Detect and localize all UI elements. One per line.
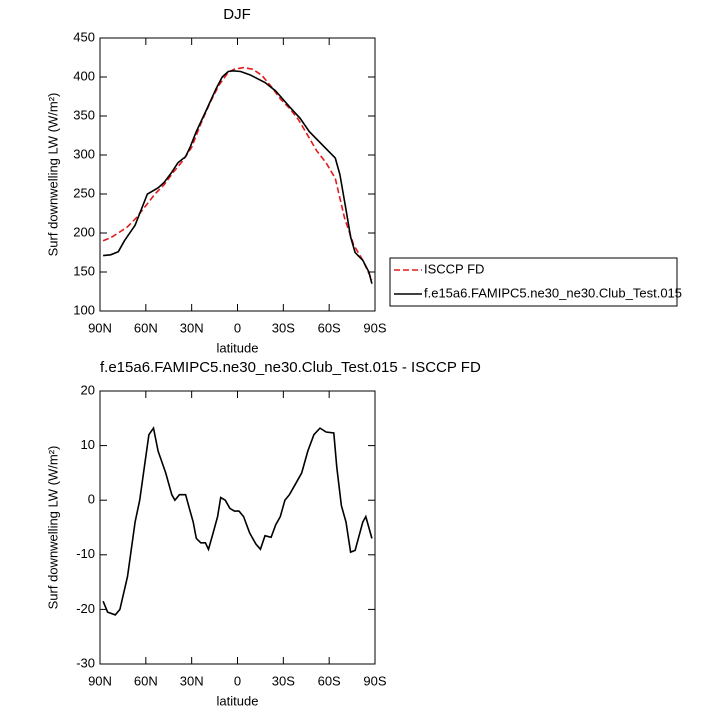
y-tick-label: 400 bbox=[73, 68, 95, 83]
plot-frame bbox=[99, 390, 376, 665]
y-axis-label: Surf downwelling LW (W/m²) bbox=[45, 446, 60, 610]
y-tick-label: 200 bbox=[73, 224, 95, 239]
y-tick-label: -20 bbox=[76, 601, 95, 616]
x-tick-label: 60S bbox=[318, 673, 341, 688]
chart-title: f.e15a6.FAMIPC5.ne30_ne30.Club_Test.015 … bbox=[100, 359, 481, 376]
x-tick-label: 60N bbox=[134, 320, 158, 335]
chart-title: DJF bbox=[223, 6, 251, 23]
x-tick-label: 30S bbox=[272, 320, 295, 335]
x-axis-label: latitude bbox=[217, 340, 259, 355]
panel: DJF latitude Surf downwelling LW (W/m²) 90N… bbox=[45, 6, 682, 355]
plot-frame bbox=[99, 37, 376, 312]
x-tick-label: 90N bbox=[88, 320, 112, 335]
x-axis-label: latitude bbox=[217, 693, 259, 708]
y-tick-label: 300 bbox=[73, 146, 95, 161]
y-tick-label: 10 bbox=[81, 437, 95, 452]
x-tick-label: 30N bbox=[180, 673, 204, 688]
y-tick-label: 100 bbox=[73, 302, 95, 317]
legend-label: ISCCP FD bbox=[424, 261, 484, 276]
x-tick-label: 0 bbox=[234, 320, 241, 335]
legend-label: f.e15a6.FAMIPC5.ne30_ne30.Club_Test.015 bbox=[424, 285, 682, 300]
x-tick-label: 60S bbox=[318, 320, 341, 335]
legend-box bbox=[389, 257, 678, 307]
x-tick-label: 90S bbox=[363, 673, 386, 688]
y-axis-label: Surf downwelling LW (W/m²) bbox=[45, 93, 60, 257]
x-tick-label: 30S bbox=[272, 673, 295, 688]
data-line bbox=[103, 69, 373, 284]
y-tick-label: -10 bbox=[76, 546, 95, 561]
y-tick-label: -30 bbox=[76, 655, 95, 670]
y-tick-label: 450 bbox=[73, 29, 95, 44]
panel: f.e15a6.FAMIPC5.ne30_ne30.Club_Test.015 … bbox=[45, 359, 481, 708]
x-tick-label: 0 bbox=[234, 673, 241, 688]
x-tick-label: 30N bbox=[180, 320, 204, 335]
y-tick-label: 0 bbox=[88, 492, 95, 507]
x-tick-label: 60N bbox=[134, 673, 158, 688]
data-line bbox=[102, 426, 373, 616]
x-tick-label: 90N bbox=[88, 673, 112, 688]
y-tick-label: 250 bbox=[73, 185, 95, 200]
data-line bbox=[102, 66, 373, 281]
y-tick-label: 20 bbox=[81, 382, 95, 397]
x-tick-label: 90S bbox=[363, 320, 386, 335]
y-tick-label: 150 bbox=[73, 263, 95, 278]
y-tick-label: 350 bbox=[73, 107, 95, 122]
